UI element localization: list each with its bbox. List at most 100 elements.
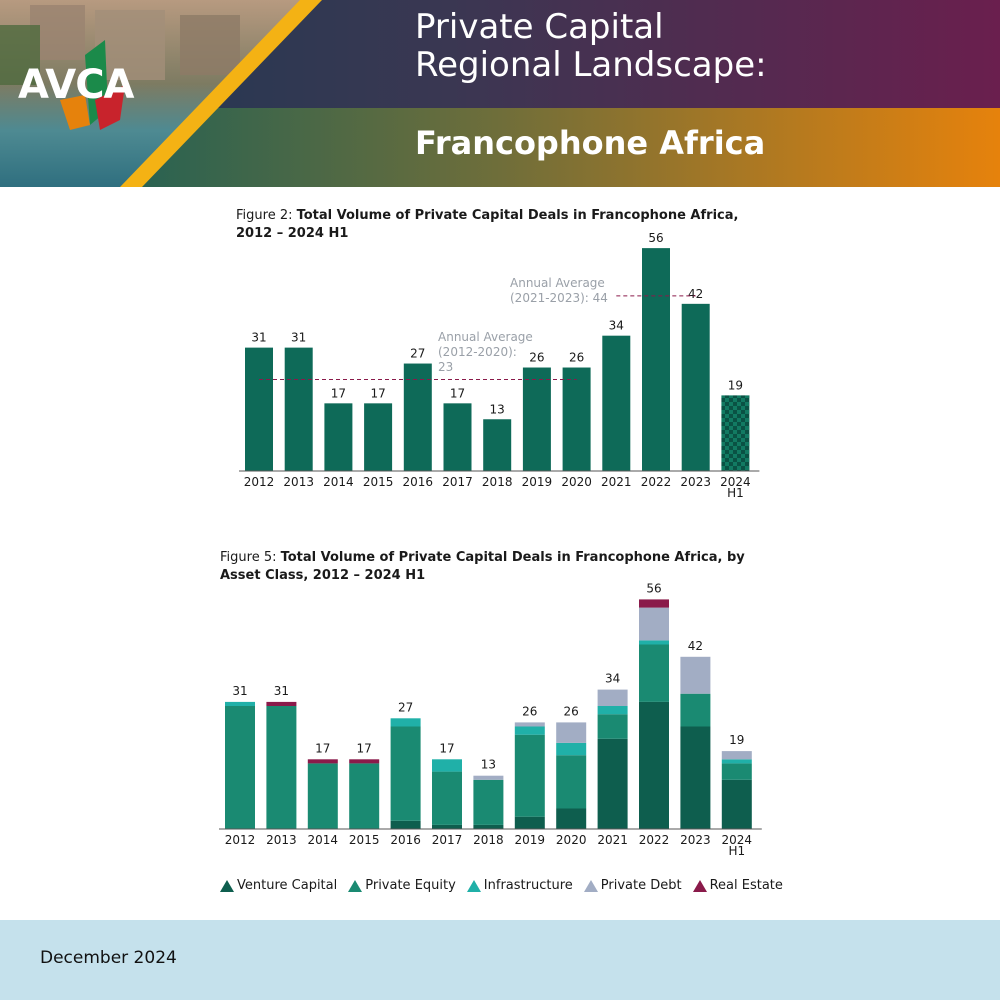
bar-segment (266, 706, 297, 829)
bar-segment (514, 726, 545, 735)
figure5-chart: 31 2012 31 2013 17 2014 17 2015 27 2016 17 2017 13 20… (219, 581, 762, 858)
legend-label: Private Debt (600, 878, 682, 893)
banner-title: Private Capital Regional Landscape: (415, 8, 767, 84)
legend-item: Infrastructure (466, 878, 573, 893)
data-label: 31 (291, 331, 306, 345)
figure5-title-text: Total Volume of Private Capital Deals in… (220, 550, 745, 583)
banner-title-line2: Regional Landscape: (415, 45, 767, 85)
data-label: 17 (370, 386, 385, 400)
bar (642, 248, 670, 471)
data-label: 42 (688, 287, 703, 301)
bar-segment (639, 644, 669, 702)
bar-segment (597, 738, 628, 829)
bar-segment (597, 689, 628, 706)
bar-segment (721, 779, 752, 829)
x-tick-label: 2023 (680, 833, 711, 847)
bar-segment (639, 607, 669, 641)
bar (245, 347, 273, 471)
x-tick-label: 2024 H1 (720, 475, 751, 500)
bar (602, 335, 631, 471)
bar-segment (432, 824, 462, 829)
x-tick-label: 2017 (442, 475, 473, 489)
average-annotation: Annual Average (2012-2020): 23 (438, 330, 533, 374)
x-tick-label: 2015 (363, 475, 394, 489)
bar (483, 419, 512, 471)
bar-segment (721, 759, 752, 764)
bar-segment (556, 808, 587, 829)
bar (364, 403, 393, 471)
header-banner: AVCA Private Capital Regional Landscape:… (0, 0, 1000, 187)
bar-segment (225, 701, 255, 706)
data-label: 26 (529, 351, 544, 365)
bar-segment (390, 820, 421, 829)
bar (522, 367, 551, 471)
data-label: 13 (481, 758, 496, 772)
data-label: 31 (251, 331, 266, 345)
x-tick-label: 2015 (349, 833, 380, 847)
legend-item: Private Debt (583, 878, 682, 893)
data-label: 34 (605, 672, 620, 686)
legend-item: Real Estate (692, 878, 783, 893)
bar-segment (597, 714, 628, 739)
bar-segment (639, 701, 669, 829)
bar-segment (307, 759, 338, 764)
avca-logo: AVCA (18, 62, 135, 108)
banner-title-line1: Private Capital (415, 7, 664, 47)
legend-triangle-icon (466, 879, 481, 892)
figure2-prefix: Figure 2: (236, 208, 297, 223)
data-label: 56 (648, 231, 663, 245)
x-tick-label: 2012 (244, 475, 275, 489)
x-tick-label: 2023 (680, 475, 711, 489)
bar (324, 403, 353, 471)
banner-subtitle: Francophone Africa (415, 124, 766, 162)
figure2-title-text: Total Volume of Private Capital Deals in… (236, 208, 739, 241)
legend-label: Real Estate (709, 878, 783, 893)
data-label: 27 (410, 347, 425, 361)
bar-segment (266, 701, 297, 706)
bar (721, 395, 750, 471)
bar-segment (514, 734, 545, 817)
data-label: 17 (357, 741, 372, 755)
footer: December 2024 (0, 920, 1000, 1000)
bar-segment (639, 640, 669, 645)
bar-segment (390, 718, 421, 727)
bar-segment (680, 693, 711, 727)
data-label: 26 (522, 704, 537, 718)
legend-label: Venture Capital (237, 878, 338, 893)
legend-triangle-icon (220, 879, 234, 892)
bar-segment (432, 771, 462, 825)
x-tick-label: 2021 (601, 475, 632, 489)
x-tick-label: 2022 (641, 475, 672, 489)
data-label: 17 (450, 386, 465, 400)
data-label: 17 (439, 741, 454, 755)
bar-segment (225, 706, 255, 829)
data-label: 17 (331, 386, 346, 400)
figure5-title: Figure 5: Total Volume of Private Capita… (220, 549, 765, 585)
x-tick-label: 2016 (390, 833, 421, 847)
bar (403, 363, 432, 471)
banner-background (0, 0, 1000, 187)
bar-segment (597, 706, 628, 715)
x-tick-label: 2014 (308, 833, 339, 847)
figure5-prefix: Figure 5: (220, 550, 281, 565)
x-tick-label: 2013 (266, 833, 297, 847)
x-tick-label: 2019 (515, 833, 546, 847)
legend-triangle-icon (348, 879, 363, 892)
figure2-chart: 31 2012 31 2013 17 2014 17 2015 27 2016 17 2017 13 20… (239, 231, 760, 500)
figure5-legend: Venture Capital Private Equity Infrastruct… (220, 878, 783, 893)
bar-segment (556, 742, 587, 756)
legend-triangle-icon (692, 879, 707, 892)
x-tick-label: 2020 (561, 475, 592, 489)
bar-segment (349, 763, 380, 829)
data-label: 27 (398, 700, 413, 714)
x-tick-label: 2021 (597, 833, 628, 847)
bar-segment (473, 779, 504, 825)
x-tick-label: 2014 (323, 475, 354, 489)
legend-item: Venture Capital (220, 878, 337, 893)
x-tick-label: 2019 (522, 475, 553, 489)
legend-label: Private Equity (365, 878, 456, 893)
x-tick-label: 2022 (639, 833, 670, 847)
data-label: 56 (646, 581, 661, 595)
bar-segment (432, 759, 462, 772)
x-tick-label: 2013 (283, 475, 314, 489)
